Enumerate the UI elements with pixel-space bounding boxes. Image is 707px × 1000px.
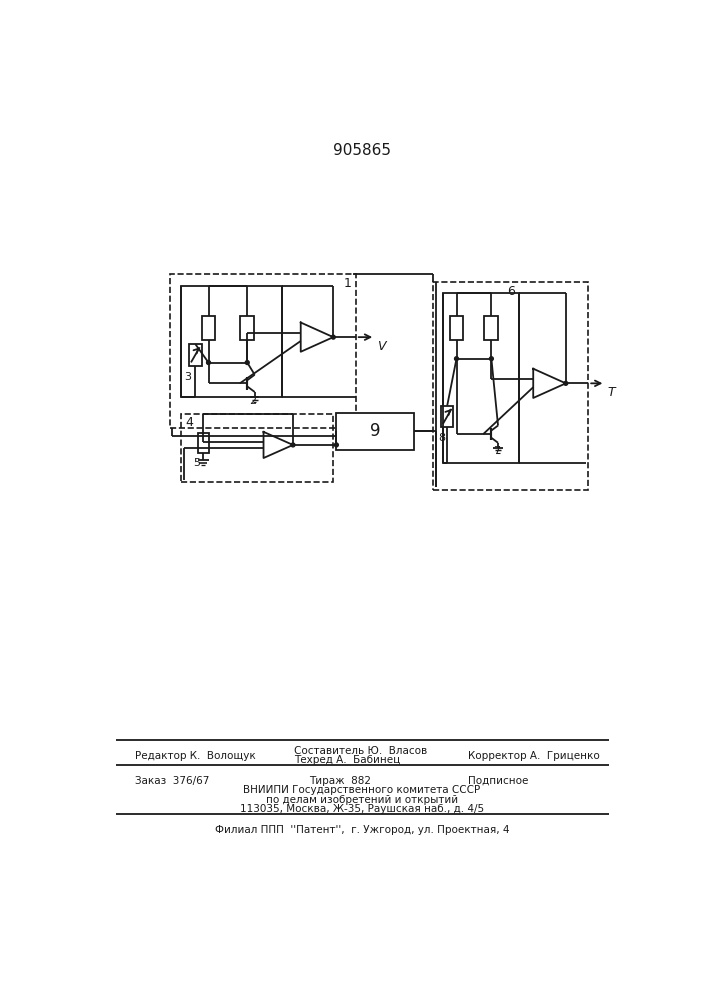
- Text: ВНИИПИ Государственного комитета СССР: ВНИИПИ Государственного комитета СССР: [243, 785, 481, 795]
- Text: Редактор К.  Волощук: Редактор К. Волощук: [135, 751, 256, 761]
- Polygon shape: [300, 323, 333, 352]
- Text: 1: 1: [343, 277, 351, 290]
- Text: 9: 9: [370, 422, 380, 440]
- Text: 5: 5: [193, 458, 200, 468]
- Polygon shape: [533, 369, 566, 398]
- Text: Подписное: Подписное: [468, 776, 529, 786]
- Circle shape: [489, 357, 493, 361]
- Text: 6: 6: [507, 285, 515, 298]
- Text: V: V: [378, 340, 386, 353]
- Bar: [182, 286, 282, 397]
- Text: по делам изобретений и открытий: по делам изобретений и открытий: [266, 795, 458, 805]
- Circle shape: [564, 381, 568, 385]
- Text: Тираж  882: Тираж 882: [309, 776, 371, 786]
- Text: Корректор А.  Гриценко: Корректор А. Гриценко: [468, 751, 600, 761]
- Circle shape: [291, 443, 295, 447]
- Text: 4: 4: [185, 416, 193, 429]
- Polygon shape: [264, 432, 293, 458]
- Text: Составитель Ю.  Власов: Составитель Ю. Власов: [293, 746, 427, 756]
- Circle shape: [206, 361, 211, 364]
- Circle shape: [455, 357, 458, 361]
- Bar: [182, 414, 332, 482]
- Bar: [441, 406, 453, 427]
- Bar: [433, 282, 588, 490]
- Circle shape: [332, 335, 335, 339]
- Circle shape: [334, 443, 339, 447]
- Bar: [170, 274, 356, 428]
- Text: Заказ  376/67: Заказ 376/67: [135, 776, 209, 786]
- Text: 905865: 905865: [333, 143, 391, 158]
- Circle shape: [245, 361, 249, 364]
- Bar: [240, 316, 255, 340]
- Text: 2: 2: [250, 396, 257, 406]
- Text: Техред А.  Бабинец: Техред А. Бабинец: [293, 755, 400, 765]
- Bar: [443, 293, 518, 463]
- Bar: [189, 344, 201, 366]
- Text: 7: 7: [493, 446, 500, 456]
- Text: T: T: [607, 386, 615, 399]
- Bar: [198, 433, 209, 453]
- Text: Филиал ППП  ''Патент'',  г. Ужгород, ул. Проектная, 4: Филиал ППП ''Патент'', г. Ужгород, ул. П…: [215, 825, 509, 835]
- Text: 3: 3: [185, 372, 192, 382]
- Bar: [337, 413, 414, 450]
- Text: 113035, Москва, Ж-35, Раушская наб., д. 4/5: 113035, Москва, Ж-35, Раушская наб., д. …: [240, 804, 484, 814]
- Bar: [201, 316, 216, 340]
- Bar: [450, 316, 464, 340]
- Text: 8: 8: [438, 433, 445, 443]
- Bar: [484, 316, 498, 340]
